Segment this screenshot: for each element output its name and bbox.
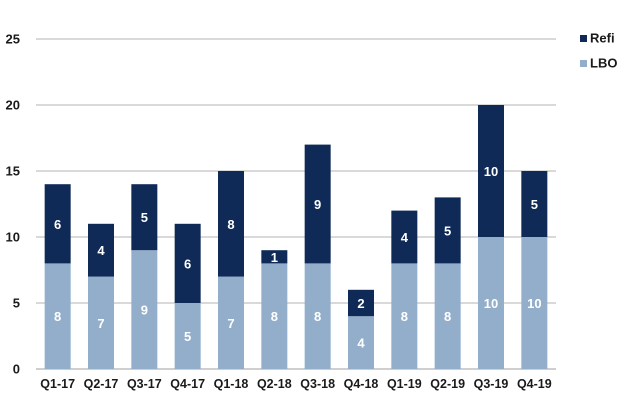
bar-lbo-Q2-18 [261,263,288,369]
x-tick-label-Q1-17: Q1-17 [40,377,75,391]
data-label-lbo-Q3-18: 8 [314,309,321,324]
x-tick-label-Q3-19: Q3-19 [474,377,509,391]
legend: Refi LBO [580,31,617,71]
bar-lbo-Q3-17 [131,250,158,369]
y-tick-label-0: 0 [13,362,20,377]
bar-refi-Q2-17 [88,223,114,277]
data-label-lbo-Q2-18: 8 [271,309,278,324]
data-label-refi-Q2-17: 4 [97,243,105,258]
x-tick-label-Q1-19: Q1-19 [387,377,422,391]
y-tick-label-25: 25 [6,32,20,47]
bar-lbo-Q3-18 [304,263,331,369]
data-label-lbo-Q1-17: 8 [54,309,61,324]
bar-refi-Q1-19 [391,210,418,264]
y-tick-label-15: 15 [6,164,20,179]
bars: 8 6 7 4 9 5 5 6 7 8 8 1 8 9 4 2 8 4 8 5 10 10 10 5 [44,105,548,369]
bar-lbo-Q4-19 [521,237,548,369]
data-label-lbo-Q4-17: 5 [184,329,191,344]
data-label-refi-Q2-19: 5 [444,223,451,238]
bar-refi-Q4-19 [521,171,548,237]
x-tick-label-Q3-18: Q3-18 [300,377,335,391]
data-label-lbo-Q1-18: 7 [227,316,234,331]
bar-lbo-Q3-19 [478,237,504,369]
legend-swatch-refi [580,35,587,42]
legend-swatch-lbo [580,60,587,67]
data-label-refi-Q1-19: 4 [401,230,409,245]
data-label-refi-Q4-17: 6 [184,256,191,271]
data-label-refi-Q4-18: 2 [357,296,364,311]
x-tick-label-Q4-17: Q4-17 [170,377,205,391]
gridlines [36,38,556,370]
bar-lbo-Q4-17 [174,303,201,369]
data-label-lbo-Q4-18: 4 [357,336,365,351]
x-tick-label-Q1-18: Q1-18 [214,377,249,391]
data-label-lbo-Q2-19: 8 [444,309,451,324]
bar-refi-Q1-17 [44,184,71,264]
bar-lbo-Q1-19 [391,263,418,369]
legend-label-lbo: LBO [590,56,617,71]
data-label-lbo-Q1-19: 8 [401,309,408,324]
data-label-refi-Q1-17: 6 [54,217,61,232]
bar-refi-Q2-18 [261,250,288,264]
bar-refi-Q3-19 [478,105,504,237]
data-label-refi-Q3-17: 5 [141,210,148,225]
data-label-lbo-Q3-19: 10 [484,296,498,311]
legend-label-refi: Refi [590,31,615,46]
bar-refi-Q1-18 [218,171,244,277]
data-label-lbo-Q2-17: 7 [97,316,104,331]
bar-refi-Q2-19 [434,197,461,264]
bar-refi-Q4-17 [174,223,201,303]
y-tick-label-20: 20 [6,98,20,113]
x-tick-label-Q4-18: Q4-18 [344,377,379,391]
y-tick-label-10: 10 [6,230,20,245]
data-label-refi-Q3-19: 10 [484,164,498,179]
data-label-lbo-Q4-19: 10 [527,296,541,311]
data-label-lbo-Q3-17: 9 [141,303,148,318]
x-tick-label-Q2-19: Q2-19 [430,377,465,391]
data-label-refi-Q4-19: 5 [531,197,538,212]
bar-lbo-Q2-19 [434,263,461,369]
data-label-refi-Q3-18: 9 [314,197,321,212]
x-tick-label-Q4-19: Q4-19 [517,377,552,391]
bar-refi-Q3-18 [304,144,331,264]
x-tick-label-Q2-17: Q2-17 [84,377,119,391]
data-label-refi-Q2-18: 1 [271,250,278,265]
y-axis-ticks: 0 5 10 15 20 25 [6,32,20,377]
bar-lbo-Q2-17 [88,276,114,369]
x-tick-label-Q3-17: Q3-17 [127,377,162,391]
bar-refi-Q3-17 [131,184,158,251]
bar-lbo-Q1-17 [44,263,71,369]
bar-lbo-Q4-18 [348,316,374,369]
y-tick-label-5: 5 [13,296,20,311]
x-axis-ticks: Q1-17 Q2-17 Q3-17 Q4-17 Q1-18 Q2-18 Q3-18 Q4-18… [40,377,551,391]
bar-lbo-Q1-18 [218,276,244,369]
x-tick-label-Q2-18: Q2-18 [257,377,292,391]
data-label-refi-Q1-18: 8 [227,217,234,232]
bar-refi-Q4-18 [348,289,374,317]
